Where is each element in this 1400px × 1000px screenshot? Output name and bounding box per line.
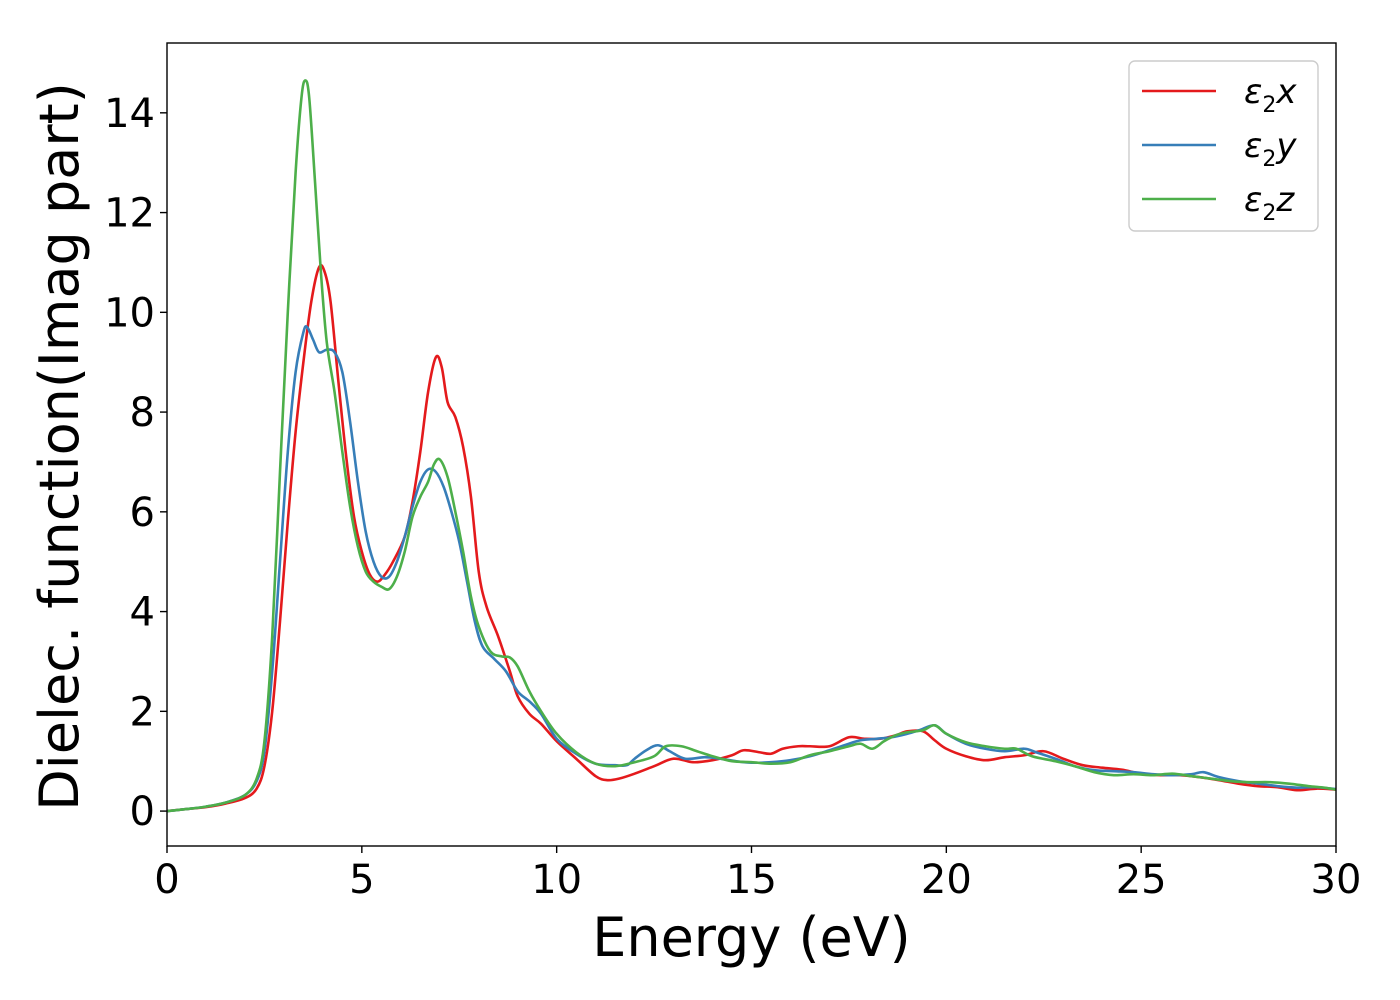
y-tick-label: 10 <box>104 290 155 336</box>
y-axis-label: Dielec. function(Imag part) <box>28 82 91 811</box>
y-tick-label: 14 <box>104 91 155 137</box>
y-tick-label: 12 <box>104 191 155 237</box>
y-tick-label: 0 <box>130 789 155 835</box>
x-axis-label: Energy (eV) <box>592 906 911 969</box>
y-tick-label: 2 <box>130 689 155 735</box>
y-tick-label: 8 <box>130 390 155 436</box>
x-tick-label: 20 <box>921 857 972 903</box>
series-line-z <box>167 79 1336 813</box>
x-tick-label: 0 <box>154 857 179 903</box>
y-tick-label: 4 <box>130 590 155 636</box>
legend: ε2x ε2y ε2z <box>1128 60 1319 232</box>
legend-label-x: ε2x <box>1244 72 1297 118</box>
legend-box <box>1128 60 1319 232</box>
x-tick-label: 25 <box>1116 857 1167 903</box>
series-layer <box>167 79 1336 813</box>
y-tick-label: 6 <box>130 490 155 536</box>
x-tick-label: 5 <box>349 857 374 903</box>
y-axis-ticks: 0 2 4 6 8 10 12 14 <box>104 91 167 835</box>
x-tick-label: 15 <box>726 857 777 903</box>
legend-label-y: ε2y <box>1244 126 1297 172</box>
series-line-x <box>167 263 1336 813</box>
x-axis-ticks: 0 5 10 15 20 25 30 <box>154 846 1361 903</box>
legend-label-z: ε2z <box>1244 180 1295 226</box>
x-tick-label: 30 <box>1311 857 1362 903</box>
x-tick-label: 10 <box>531 857 582 903</box>
